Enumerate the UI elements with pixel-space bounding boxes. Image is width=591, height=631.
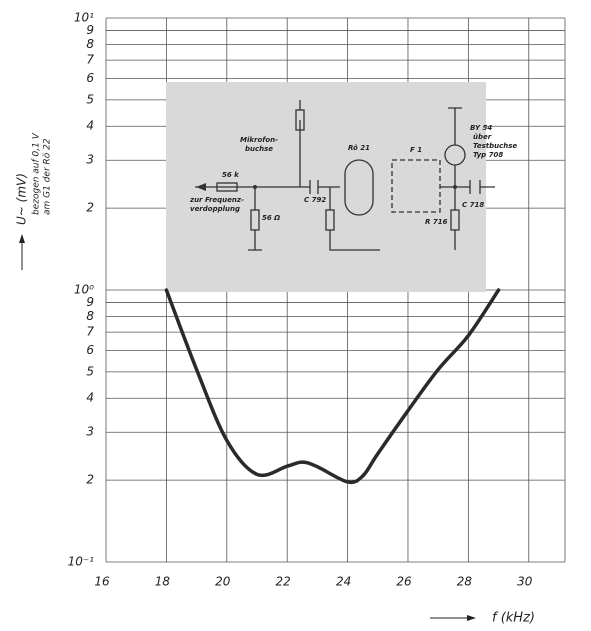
inset-label: C 792 [304, 196, 326, 204]
node [253, 185, 257, 189]
y-tick-label: 7 [86, 325, 94, 339]
y-tick-label: 2 [86, 201, 94, 215]
inset-label: Rö 21 [348, 144, 370, 152]
y-tick-label: 9 [86, 23, 94, 37]
capacitors [309, 180, 481, 194]
y-tick-label: 10⁻¹ [68, 555, 95, 569]
inset-label: Testbuchse [473, 142, 517, 150]
inset-label: zur Frequenz- [189, 196, 244, 204]
y-tick-label: 2 [86, 473, 94, 487]
y-tick-label: 6 [86, 343, 94, 357]
inset-label: Mikrofon- [240, 136, 278, 144]
y-tick-label: 4 [86, 119, 94, 133]
inset-label: BY 54 [470, 124, 492, 132]
y-tick-label: 7 [86, 53, 94, 67]
resistor [450, 209, 460, 231]
resistor [295, 109, 305, 131]
node [453, 185, 457, 189]
axis-titles: U~ (mV) bezogen auf 0,1 V am G1 der Rö 2… [15, 132, 535, 625]
y-tick-label: 5 [86, 92, 94, 106]
inset-label: verdopplung [190, 205, 240, 213]
y-tick-label: 10¹ [74, 11, 94, 25]
x-tick-label: 30 [517, 575, 533, 589]
x-arrow-head [467, 615, 476, 621]
x-tick-label: 16 [94, 575, 110, 589]
y-tick-label: 5 [86, 364, 94, 378]
x-tick-label: 18 [155, 575, 171, 589]
x-tick-label: 28 [457, 575, 473, 589]
inset-label: 56 Ω [262, 214, 280, 222]
y-tick-label: 3 [86, 425, 94, 439]
inset-label: F 1 [410, 146, 422, 154]
y-axis-subtitle: bezogen auf 0,1 V [32, 132, 42, 215]
inset-label: R 716 [425, 218, 448, 226]
inset-label: buchse [245, 145, 273, 153]
x-tick-label: 22 [276, 575, 291, 589]
inset-label: C 718 [462, 201, 484, 209]
y-tick-label: 9 [86, 295, 94, 309]
inset-label: 56 k [222, 171, 240, 179]
inset-circuit: 56 k Mikrofon- buchse zur Frequenz- verd… [166, 82, 517, 292]
tube [344, 159, 374, 216]
data-line [164, 288, 501, 485]
y-tick-label: 8 [86, 309, 94, 323]
x-axis-title: f (kHz) [492, 611, 535, 626]
y-axis-subtitle: am G1 der Rö 22 [43, 138, 53, 215]
y-arrow-head [19, 234, 25, 243]
x-tick-label: 26 [396, 575, 412, 589]
filter-box [391, 159, 441, 213]
arrow [196, 183, 206, 191]
y-tick-label: 6 [86, 71, 94, 85]
inset-label: Typ 708 [473, 151, 503, 159]
inset-label: über [473, 133, 492, 141]
x-tick-label: 24 [336, 575, 351, 589]
resistor [325, 209, 335, 231]
x-tick-label: 20 [215, 575, 231, 589]
y-tick-label: 4 [86, 391, 94, 405]
resistor [216, 182, 238, 192]
y-axis-title: U~ (mV) [15, 173, 29, 225]
meter [444, 144, 466, 166]
y-tick-label: 3 [86, 153, 94, 167]
y-tick-label: 10⁰ [74, 283, 94, 297]
y-tick-label: 8 [86, 37, 94, 51]
resistor [250, 209, 260, 231]
